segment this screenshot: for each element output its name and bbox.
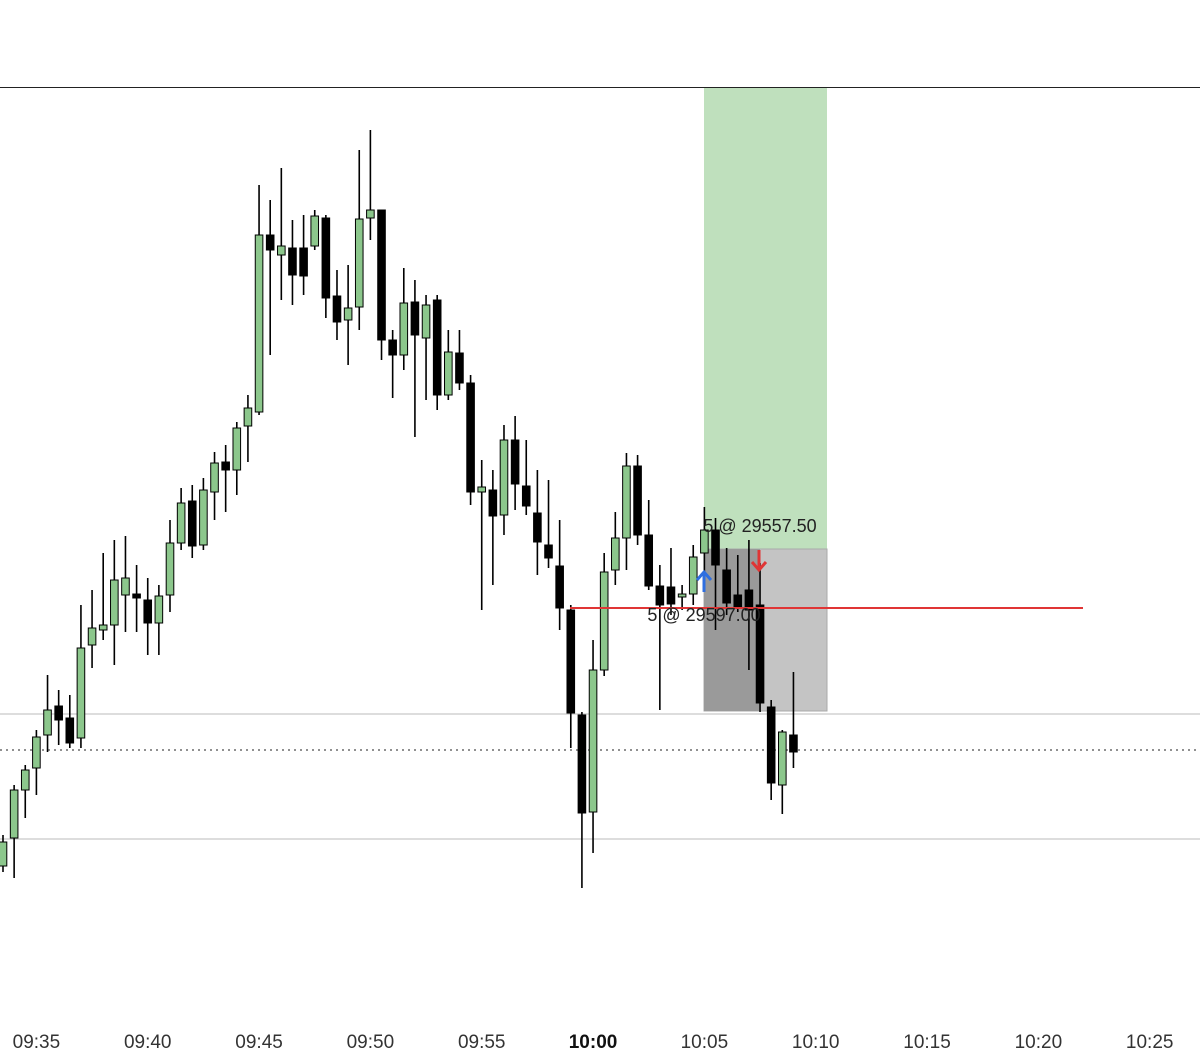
candle-body — [243, 407, 253, 427]
candle-body — [499, 439, 509, 516]
candle-body — [577, 714, 587, 814]
candle-body — [265, 234, 275, 251]
candle-body — [521, 485, 531, 507]
candle-body — [700, 529, 709, 554]
candle-body — [666, 586, 676, 605]
target-zone — [704, 88, 827, 549]
x-tick-label: 10:25 — [1126, 1032, 1174, 1053]
candle-body — [377, 209, 386, 341]
candle-body — [688, 556, 698, 595]
candle-body — [755, 604, 765, 704]
candle-body — [455, 352, 464, 384]
candle-body — [321, 217, 331, 299]
candle-body — [187, 500, 197, 547]
trade-label: 5 @ 29597.00 — [647, 605, 760, 625]
x-tick-label: 10:20 — [1015, 1032, 1063, 1053]
candle-body — [132, 593, 141, 599]
x-tick-label: 09:50 — [347, 1032, 395, 1053]
candle-body — [277, 245, 286, 256]
candle-body — [611, 537, 620, 571]
candle-body — [388, 339, 397, 356]
candle-body — [366, 209, 375, 219]
candle-body — [533, 512, 542, 543]
candle-body — [165, 542, 175, 596]
candle-body — [32, 736, 41, 769]
candle-body — [488, 489, 498, 517]
candle-body — [154, 595, 164, 624]
buy-arrow — [695, 569, 713, 592]
candle-body — [143, 599, 153, 624]
candle-body — [677, 593, 687, 598]
candle-body — [354, 218, 364, 308]
candle-body — [410, 301, 420, 336]
candle-body — [722, 569, 731, 604]
candle-body — [76, 647, 86, 739]
candle-body — [555, 565, 564, 609]
candle-body — [43, 709, 52, 736]
x-tick-label: 10:00 — [569, 1032, 618, 1053]
candle-body — [444, 351, 453, 396]
x-tick-label: 09:55 — [458, 1032, 506, 1053]
candle-body — [9, 789, 19, 839]
x-tick-label: 10:10 — [792, 1032, 840, 1053]
trade-label: 5 @ 29557.50 — [703, 516, 816, 536]
candle-body — [399, 302, 409, 356]
candle-body — [176, 502, 186, 544]
candle-body — [65, 717, 75, 744]
candle-body — [566, 609, 576, 714]
candle-body — [599, 571, 609, 671]
candle-body — [310, 215, 320, 247]
candle-body — [199, 489, 208, 546]
candle-body — [711, 529, 720, 566]
candle-body — [288, 247, 297, 276]
candle-body — [432, 299, 442, 396]
candle-body — [655, 585, 665, 606]
candle-body — [588, 669, 598, 813]
candle-body — [232, 427, 242, 471]
candle-body — [20, 769, 30, 791]
candle-body — [544, 544, 553, 559]
candle-body — [98, 624, 108, 631]
candle-body — [110, 579, 119, 626]
sell-arrow — [750, 550, 768, 573]
candle-body — [221, 461, 230, 471]
x-tick-label: 09:45 — [235, 1032, 283, 1053]
x-tick-label: 09:40 — [124, 1032, 172, 1053]
candle-body — [778, 731, 787, 786]
candle-body — [622, 465, 631, 539]
candle-body — [332, 295, 342, 323]
candle-body — [510, 439, 520, 485]
candle-body — [633, 465, 642, 536]
candle-body — [466, 382, 475, 493]
candle-body — [121, 577, 130, 596]
candle-body — [0, 841, 8, 867]
candle-body — [421, 304, 431, 339]
x-tick-label: 10:15 — [903, 1032, 951, 1053]
candle-body — [254, 234, 264, 413]
candle-body — [477, 486, 487, 493]
candle-body — [299, 247, 308, 277]
candle-body — [87, 627, 97, 646]
candle-body — [744, 589, 754, 611]
x-tick-label: 10:05 — [681, 1032, 729, 1053]
candle-body — [343, 307, 353, 321]
candle-body — [644, 534, 654, 587]
candle-body — [766, 706, 776, 784]
x-tick-label: 09:35 — [13, 1032, 61, 1053]
stop-zone-active — [704, 549, 760, 711]
candle-body — [210, 462, 219, 493]
candle-body — [789, 734, 798, 753]
candle-body — [54, 705, 63, 721]
